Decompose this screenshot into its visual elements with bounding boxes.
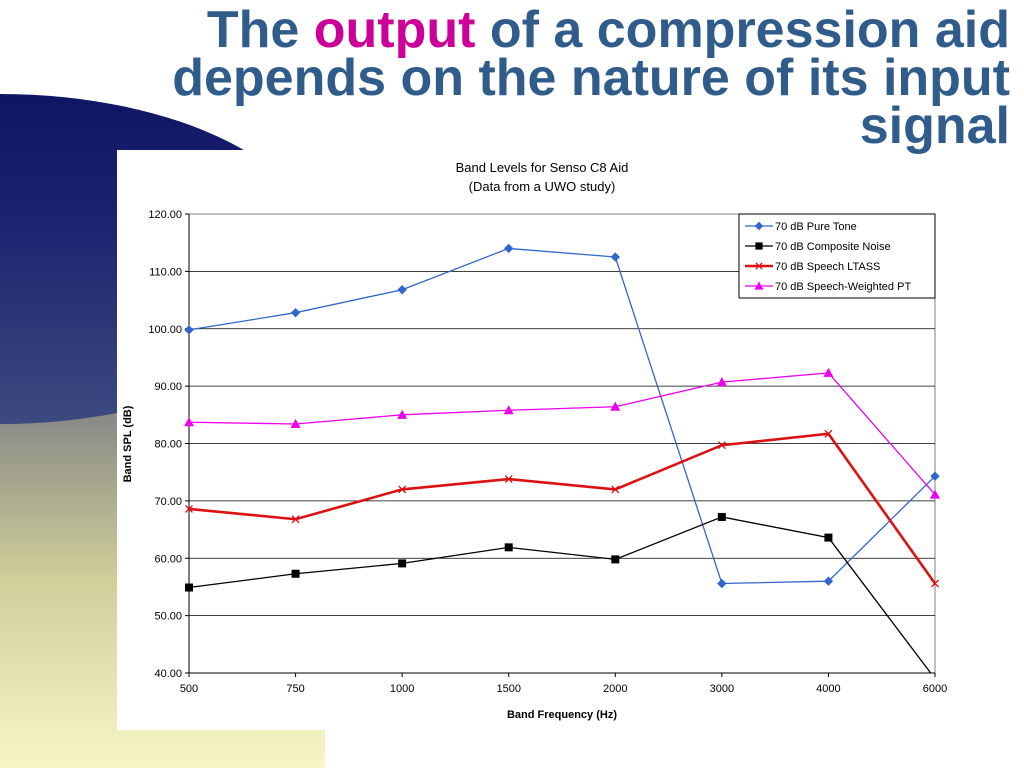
marker-x — [824, 429, 833, 438]
marker-triangle — [754, 281, 764, 290]
marker-square — [291, 569, 300, 578]
y-tick-label: 50.00 — [154, 611, 182, 623]
y-tick-label: 120.00 — [148, 209, 182, 221]
marker-triangle — [716, 377, 727, 387]
marker-x — [931, 579, 939, 588]
marker-diamond — [717, 578, 727, 589]
chart-title: Band Levels for Senso C8 Aid — [456, 160, 629, 175]
chart-panel: Band Levels for Senso C8 Aid (Data from … — [117, 150, 957, 730]
title-part-2: of a compression aid depends on the natu… — [172, 1, 1010, 155]
marker-triangle — [610, 401, 621, 411]
series-line — [188, 372, 936, 495]
marker-triangle — [397, 409, 408, 419]
marker-diamond — [754, 221, 764, 231]
marker-diamond — [504, 243, 514, 254]
y-tick-label: 90.00 — [154, 381, 182, 393]
y-tick-label: 80.00 — [154, 439, 182, 451]
marker-x — [611, 485, 620, 494]
y-tick-label: 70.00 — [154, 496, 182, 508]
chart-subtitle: (Data from a UWO study) — [469, 179, 616, 194]
legend-box — [738, 213, 936, 299]
marker-square — [717, 512, 726, 521]
legend-item: 70 dB Speech LTASS — [745, 261, 880, 273]
legend-item: 70 dB Pure Tone — [745, 221, 857, 233]
y-tick-label: 110.00 — [149, 266, 182, 278]
y-tick-label: 60.00 — [154, 553, 182, 565]
legend-item: 70 dB Speech-Weighted PT — [745, 281, 911, 293]
x-tick-label: 1000 — [390, 683, 414, 695]
x-axis-label: Band Frequency (Hz) — [507, 709, 617, 721]
marker-x — [291, 515, 300, 524]
series-line — [188, 432, 937, 585]
marker-x — [185, 504, 193, 513]
x-tick-label: 1500 — [496, 683, 520, 695]
legend-label: 70 dB Composite Noise — [775, 241, 891, 253]
marker-triangle — [184, 417, 194, 427]
x-tick-label: 4000 — [816, 683, 840, 695]
marker-square — [755, 242, 763, 250]
marker-square — [824, 533, 833, 542]
x-tick-label: 2000 — [603, 683, 627, 695]
marker-square — [611, 555, 620, 564]
x-tick-label: 6000 — [923, 683, 947, 695]
marker-diamond — [610, 252, 620, 262]
y-tick-label: 40.00 — [154, 668, 182, 680]
x-tick-label: 500 — [180, 683, 198, 695]
marker-diamond — [290, 307, 301, 318]
x-tick-label: 3000 — [710, 683, 734, 695]
series-1 — [184, 243, 940, 589]
y-axis-label: Band SPL (dB) — [122, 405, 134, 482]
marker-triangle — [503, 405, 514, 415]
marker-x — [504, 475, 513, 484]
legend-label: 70 dB Pure Tone — [775, 221, 857, 233]
marker-triangle — [930, 489, 940, 499]
marker-diamond — [397, 285, 407, 295]
marker-x — [755, 262, 763, 270]
marker-square — [185, 583, 193, 592]
legend-label: 70 dB Speech LTASS — [775, 261, 880, 273]
marker-square — [398, 559, 407, 568]
title-part-1: The — [206, 1, 314, 59]
series-4 — [184, 367, 940, 499]
x-tick-label: 750 — [286, 683, 304, 695]
series-2 — [185, 512, 932, 673]
marker-diamond — [823, 576, 834, 586]
marker-x — [398, 485, 407, 494]
y-tick-label: 100.00 — [148, 324, 182, 336]
marker-triangle — [290, 418, 301, 428]
series-3 — [185, 429, 939, 588]
series-line — [188, 516, 932, 673]
marker-square — [504, 543, 513, 552]
series-line — [188, 247, 936, 585]
title-highlight: output — [313, 1, 476, 59]
marker-diamond — [930, 471, 940, 481]
marker-diamond — [184, 325, 194, 335]
slide-title: The output of a compression aid depends … — [50, 4, 1010, 152]
line-chart: Band Levels for Senso C8 Aid (Data from … — [122, 160, 947, 721]
marker-x — [717, 441, 726, 450]
legend-item: 70 dB Composite Noise — [745, 241, 891, 253]
legend-label: 70 dB Speech-Weighted PT — [775, 281, 911, 293]
marker-triangle — [823, 367, 834, 377]
